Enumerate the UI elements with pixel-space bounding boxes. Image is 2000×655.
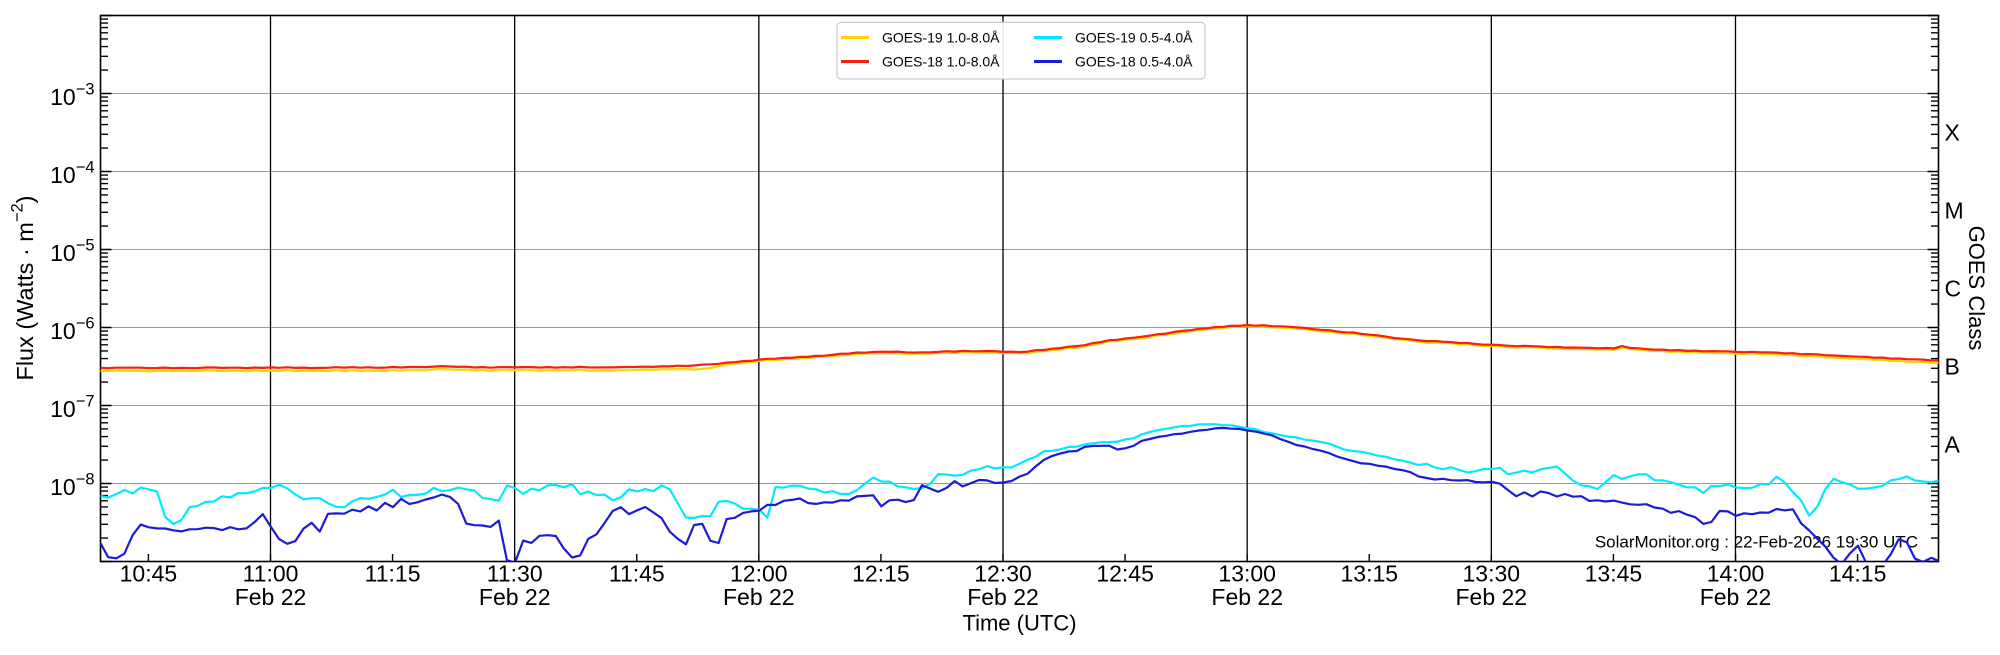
svg-text:Feb 22: Feb 22 (723, 584, 795, 610)
svg-text:11:15: 11:15 (365, 561, 421, 587)
svg-text:GOES-18 0.5-4.0Å: GOES-18 0.5-4.0Å (1075, 54, 1193, 70)
svg-text:12:15: 12:15 (852, 561, 910, 587)
svg-text:Feb 22: Feb 22 (235, 584, 307, 610)
svg-text:GOES Class: GOES Class (1964, 226, 1989, 351)
svg-text:X: X (1945, 119, 1960, 145)
svg-text:Flux (Watts · m−2): Flux (Watts · m−2) (9, 195, 39, 380)
svg-text:14:00: 14:00 (1707, 561, 1765, 587)
svg-text:B: B (1945, 353, 1960, 379)
svg-text:14:15: 14:15 (1829, 561, 1887, 587)
svg-text:GOES-19 0.5-4.0Å: GOES-19 0.5-4.0Å (1075, 30, 1193, 46)
svg-text:11:45: 11:45 (609, 561, 665, 587)
svg-text:C: C (1945, 275, 1962, 301)
svg-text:A: A (1945, 431, 1961, 457)
svg-text:Feb 22: Feb 22 (479, 584, 551, 610)
svg-text:11:00: 11:00 (243, 561, 299, 587)
svg-text:M: M (1945, 197, 1964, 223)
svg-text:13:15: 13:15 (1341, 561, 1399, 587)
svg-text:12:30: 12:30 (974, 561, 1032, 587)
svg-text:GOES-19 1.0-8.0Å: GOES-19 1.0-8.0Å (882, 30, 1000, 46)
svg-text:12:00: 12:00 (730, 561, 788, 587)
svg-text:Feb 22: Feb 22 (1211, 584, 1283, 610)
svg-text:Feb 22: Feb 22 (1700, 584, 1772, 610)
svg-text:13:30: 13:30 (1463, 561, 1521, 587)
svg-text:Time (UTC): Time (UTC) (962, 611, 1076, 636)
svg-text:SolarMonitor.org : 22-Feb-2026: SolarMonitor.org : 22-Feb-2026 19:30 UTC (1595, 533, 1918, 552)
svg-text:13:00: 13:00 (1218, 561, 1276, 587)
svg-text:12:45: 12:45 (1096, 561, 1154, 587)
svg-text:Feb 22: Feb 22 (967, 584, 1039, 610)
svg-text:10:45: 10:45 (120, 561, 178, 587)
svg-text:Feb 22: Feb 22 (1455, 584, 1527, 610)
svg-text:13:45: 13:45 (1585, 561, 1643, 587)
svg-text:11:30: 11:30 (487, 561, 543, 587)
svg-text:GOES-18 1.0-8.0Å: GOES-18 1.0-8.0Å (882, 54, 1000, 70)
